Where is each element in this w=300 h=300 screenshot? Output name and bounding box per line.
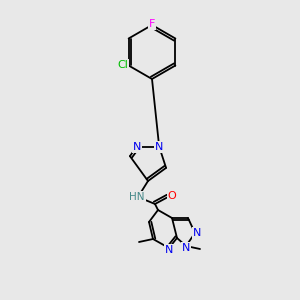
Text: N: N [155,142,164,152]
Text: O: O [168,191,176,201]
Text: N: N [182,243,190,253]
Text: N: N [133,142,141,152]
Text: HN: HN [129,192,145,202]
Text: N: N [193,228,201,238]
Text: Cl: Cl [117,59,128,70]
Text: N: N [165,245,173,255]
Text: F: F [149,19,155,29]
